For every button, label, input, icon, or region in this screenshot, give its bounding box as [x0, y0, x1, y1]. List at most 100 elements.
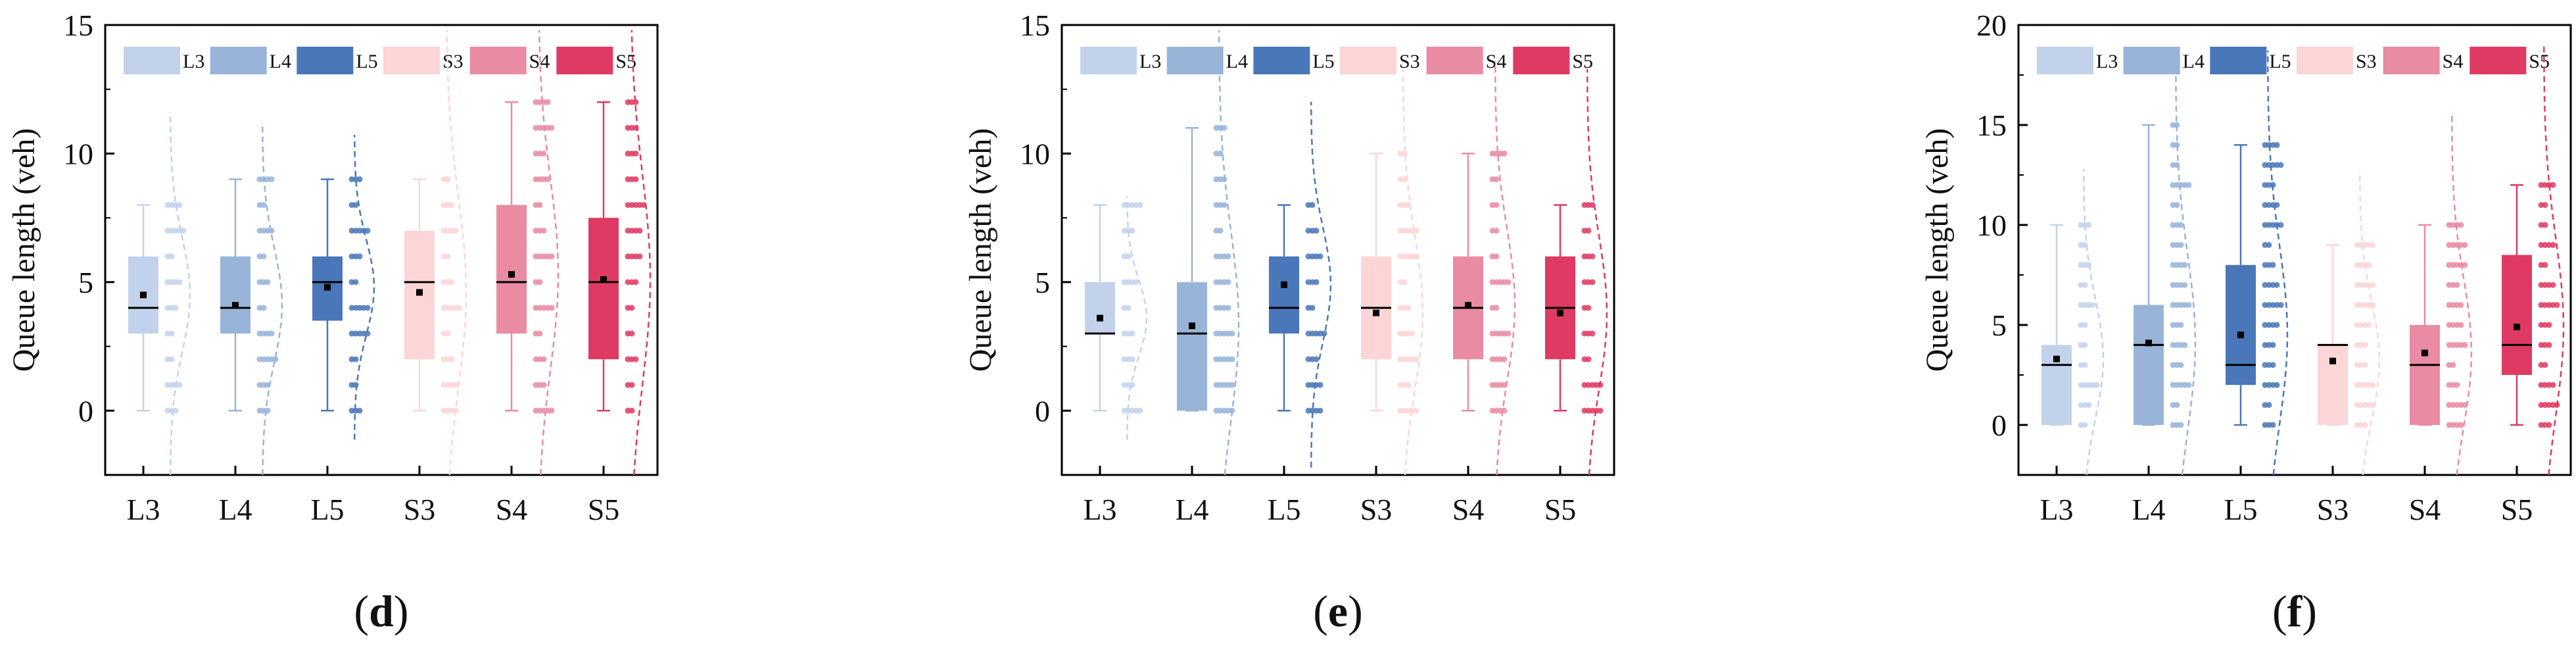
data-point — [2362, 422, 2368, 428]
data-point — [2546, 341, 2552, 348]
legend-label-l4: L4 — [270, 51, 291, 72]
x-tick-label-l3: L3 — [126, 493, 160, 526]
box-iqr — [588, 218, 619, 360]
box-s5 — [588, 30, 652, 476]
data-point — [448, 356, 455, 362]
data-point — [632, 150, 639, 157]
plot-frame — [104, 24, 659, 476]
data-point — [2174, 122, 2180, 128]
box-l4 — [220, 122, 283, 476]
legend-label-s3: S3 — [442, 51, 464, 72]
data-point — [1585, 305, 1592, 311]
data-point — [2086, 402, 2092, 409]
data-point — [1493, 176, 1500, 183]
data-point — [548, 407, 555, 414]
legend-swatch-l5 — [297, 47, 354, 74]
data-point — [448, 279, 455, 285]
data-point — [180, 228, 187, 234]
data-point — [2278, 302, 2284, 309]
mean-marker — [416, 289, 423, 296]
legend-swatch-s4 — [1426, 47, 1483, 74]
legend-swatch-l3 — [124, 47, 180, 74]
data-point — [260, 253, 267, 260]
data-point — [2542, 262, 2548, 268]
data-point — [2274, 322, 2280, 328]
data-point — [2082, 341, 2088, 348]
y-tick-label: 0 — [1992, 409, 2007, 442]
data-point — [176, 202, 183, 209]
data-point — [2458, 422, 2464, 428]
data-point — [2089, 302, 2096, 309]
data-point — [176, 382, 183, 388]
data-point — [1413, 228, 1419, 234]
y-tick-label: 5 — [1035, 266, 1050, 299]
density-curve — [1218, 30, 1240, 476]
data-point — [544, 176, 551, 183]
box-l5 — [2226, 50, 2289, 476]
chart-panel-f: 0 5 10 15 20 Queue length (veh) L3 L4 L5 S3 S4 S5 L3… — [1920, 9, 2572, 526]
data-point — [1129, 228, 1135, 234]
data-point — [2454, 282, 2460, 288]
data-point — [1405, 382, 1412, 388]
y-tick-label: 5 — [78, 266, 93, 299]
data-point — [1401, 176, 1408, 183]
box-iqr — [2318, 345, 2348, 425]
panel-label-f: (f) — [2272, 586, 2317, 636]
data-point — [2546, 322, 2552, 328]
box-s3 — [404, 30, 467, 476]
data-point — [2362, 341, 2368, 348]
data-point — [2185, 182, 2192, 188]
data-point — [1225, 305, 1231, 311]
data-point — [352, 202, 359, 209]
data-point — [2542, 202, 2548, 209]
data-point — [352, 356, 359, 362]
data-point — [2454, 382, 2460, 388]
data-point — [1585, 228, 1592, 234]
box-iqr — [1085, 282, 1115, 334]
legend-swatch-s3 — [383, 47, 440, 74]
data-point — [356, 253, 363, 260]
box-l5 — [1269, 101, 1332, 468]
density-curve — [169, 112, 191, 476]
data-point — [1493, 305, 1500, 311]
data-point — [1129, 356, 1135, 362]
data-point — [540, 228, 547, 234]
legend-swatch-s3 — [2297, 47, 2353, 74]
mean-marker — [2053, 355, 2060, 362]
data-point — [2274, 141, 2280, 148]
box-iqr — [2134, 305, 2164, 425]
x-tick-label-l3: L3 — [2039, 493, 2073, 526]
data-point — [352, 279, 359, 285]
box-s4 — [496, 30, 560, 476]
legend-swatch-s4 — [469, 47, 527, 74]
data-point — [2178, 241, 2184, 248]
x-tick-label-l5: L5 — [1267, 493, 1300, 526]
y-axis-label: Queue length (veh) — [963, 128, 998, 372]
data-point — [2270, 422, 2276, 428]
data-point — [1409, 330, 1416, 337]
box-iqr — [2226, 264, 2256, 385]
data-point — [364, 228, 371, 234]
data-point — [2274, 282, 2280, 288]
data-point — [2542, 222, 2548, 228]
data-point — [444, 330, 451, 337]
legend-label-s4: S4 — [2443, 51, 2464, 72]
box-iqr — [2410, 325, 2440, 425]
mean-marker — [232, 302, 239, 309]
data-point — [629, 305, 635, 311]
data-point — [2450, 362, 2456, 368]
data-point — [2178, 222, 2184, 228]
x-tick-label-s5: S5 — [2501, 493, 2533, 526]
data-point — [2174, 402, 2180, 409]
data-point — [2370, 382, 2376, 388]
density-curve — [261, 122, 283, 476]
data-point — [629, 330, 635, 337]
y-axis-label: Queue length (veh) — [7, 128, 41, 372]
data-point — [2174, 202, 2180, 209]
data-point — [168, 330, 175, 337]
data-point — [540, 356, 547, 362]
data-point — [1125, 305, 1132, 311]
density-curve — [631, 30, 652, 476]
legend-swatch-l3 — [2037, 47, 2093, 74]
data-point — [1589, 330, 1596, 337]
